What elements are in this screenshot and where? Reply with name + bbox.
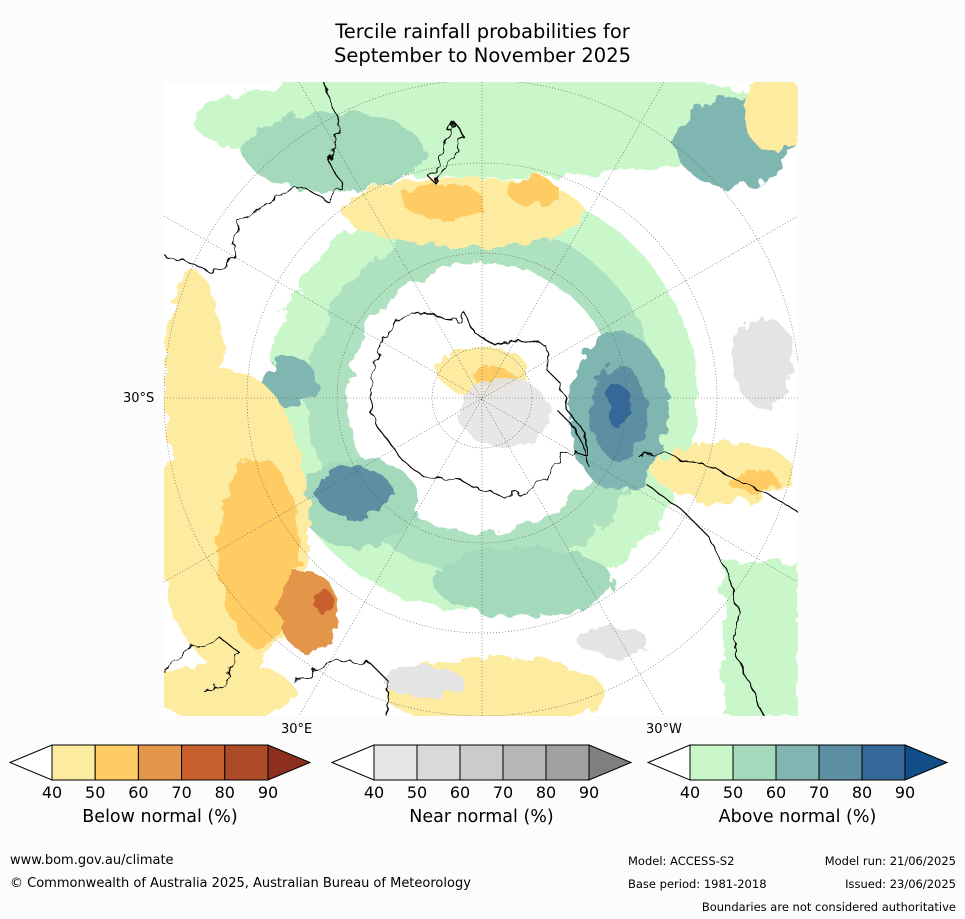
- footer-model-run: Model run: 21/06/2025: [824, 854, 956, 868]
- coastlines: [164, 82, 798, 716]
- colorbar-above-svg: [647, 744, 948, 781]
- region-above-40-se-corner: [724, 562, 798, 716]
- colorbar-near-tick: 60: [449, 783, 471, 802]
- colorbar-above-box-3: [818, 744, 863, 781]
- colorbar-near-box-4: [545, 744, 590, 781]
- colorbar-below-tick: 60: [128, 783, 149, 802]
- footer-model: Model: ACCESS-S2: [628, 854, 735, 868]
- colorbar-below-tick: 70: [171, 783, 192, 802]
- colorbar-below-box-4: [224, 744, 269, 781]
- colorbar-near-label: Near normal (%): [409, 807, 554, 827]
- colorbar-near-box-1: [416, 744, 461, 781]
- colorbar-near-box-0: [373, 744, 418, 781]
- region-near-40-se: [579, 627, 649, 657]
- colorbar-above-box-0: [689, 744, 734, 781]
- colorbar-above-tick: 80: [851, 783, 873, 802]
- colorbar-below-tick: 50: [85, 783, 106, 802]
- colorbar-above-box-4: [861, 744, 906, 781]
- colorbar-below-tick: 40: [41, 783, 63, 802]
- colorbar-above-tick: 50: [722, 783, 744, 802]
- colorbar-near-tick: 70: [492, 783, 514, 802]
- footer-base-period: Base period: 1981-2018: [628, 877, 767, 891]
- map-svg: [164, 82, 798, 716]
- colorbar-below-max-arrow: [267, 744, 311, 781]
- south-america-coast: [638, 451, 798, 716]
- region-above-80-east: [607, 385, 631, 429]
- region-below-50-west: [219, 457, 299, 647]
- region-above-60-w: [261, 357, 317, 407]
- colorbar-below-ticks: 40 50 60 70 80 90: [9, 783, 311, 803]
- colorbar-below-box-1: [94, 744, 139, 781]
- region-below-50-ne: [509, 177, 559, 207]
- probability-regions: [164, 82, 798, 716]
- colorbar-near-box-3: [502, 744, 547, 781]
- colorbar-above-box-2: [775, 744, 820, 781]
- colorbar-above-min-arrow: [647, 744, 691, 781]
- colorbar-below-label: Below normal (%): [82, 807, 238, 827]
- region-below-60-sw: [279, 572, 339, 652]
- new-zealand-coast: [428, 120, 465, 183]
- graticule: [164, 82, 798, 716]
- colorbar-above-tick: 40: [679, 783, 701, 802]
- footer-disclaimer: Boundaries are not considered authoritat…: [701, 900, 956, 914]
- colorbar-below-svg: [9, 744, 311, 781]
- colorbar-below-min-arrow: [9, 744, 53, 781]
- title-line-2: September to November 2025: [333, 44, 632, 67]
- region-near-40-pole: [459, 377, 549, 447]
- region-near-40-south: [384, 667, 464, 697]
- region-below-50-north: [404, 184, 484, 220]
- region-above-70-sw: [316, 467, 392, 517]
- colorbar-near-tick: 80: [535, 783, 557, 802]
- colorbar-below-box-0: [51, 744, 96, 781]
- colorbar-below-tick: 80: [214, 783, 235, 802]
- antarctica-coast: [368, 310, 590, 498]
- region-below-40-east: [654, 442, 794, 502]
- title-line-1: Tercile rainfall probabilities for: [335, 20, 630, 43]
- colorbar-near-ticks: 40 50 60 70 80 90: [331, 783, 632, 803]
- colorbar-near-max-arrow: [588, 744, 632, 781]
- colorbar-below-tick: 90: [257, 783, 279, 802]
- lat-label-30e: 30°E: [281, 722, 313, 737]
- colorbar-above-ticks: 40 50 60 70 80 90: [647, 783, 948, 803]
- region-above-50-north: [244, 112, 424, 192]
- region-below-40-ne-corner: [744, 82, 798, 152]
- region-below-40-far-west: [164, 272, 224, 492]
- colorbar-above-tick: 60: [765, 783, 787, 802]
- colorbar-above-tick: 90: [894, 783, 916, 802]
- region-below-50-east: [729, 470, 779, 494]
- africa-coast: [164, 636, 390, 716]
- colorbar-above-label: Above normal (%): [718, 807, 877, 827]
- footer-website: www.bom.gov.au/climate: [10, 853, 174, 868]
- region-below-40-sw-corner: [164, 662, 294, 716]
- australia-coast: [164, 82, 343, 273]
- region-below-70-sw: [314, 590, 334, 614]
- antarctic-peninsula: [558, 411, 590, 468]
- footer-issued: Issued: 23/06/2025: [845, 877, 956, 891]
- rainfall-probability-map: [164, 82, 798, 716]
- region-above-50-s: [434, 547, 614, 617]
- colorbar-near-tick: 90: [578, 783, 600, 802]
- region-near-40-east: [734, 317, 794, 407]
- colorbar-above-tick: 70: [808, 783, 830, 802]
- colorbar-near-min-arrow: [331, 744, 375, 781]
- footer-copyright: © Commonwealth of Australia 2025, Austra…: [10, 876, 471, 891]
- colorbar-below-box-3: [181, 744, 226, 781]
- lat-label-30w: 30°W: [646, 722, 682, 737]
- colorbar-near-tick: 50: [406, 783, 428, 802]
- colorbar-above-max-arrow: [904, 744, 948, 781]
- colorbar-near-svg: [331, 744, 632, 781]
- lat-label-30s: 30°S: [123, 391, 155, 406]
- colorbar-above-box-1: [732, 744, 777, 781]
- colorbar-below-box-2: [137, 744, 183, 781]
- colorbar-near-tick: 40: [363, 783, 385, 802]
- map-title: Tercile rainfall probabilities for Septe…: [0, 20, 965, 68]
- colorbar-near-box-2: [459, 744, 504, 781]
